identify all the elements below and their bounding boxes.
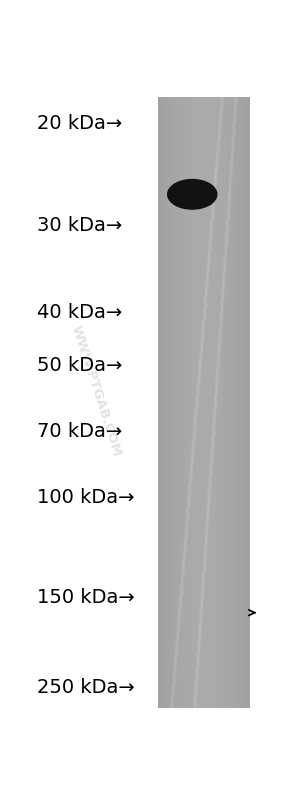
Text: 50 kDa→: 50 kDa→	[37, 356, 122, 375]
Text: 70 kDa→: 70 kDa→	[37, 422, 122, 441]
Text: 250 kDa→: 250 kDa→	[37, 678, 135, 698]
Text: 20 kDa→: 20 kDa→	[37, 114, 122, 133]
Text: 40 kDa→: 40 kDa→	[37, 303, 122, 322]
Text: 30 kDa→: 30 kDa→	[37, 216, 122, 235]
Text: 150 kDa→: 150 kDa→	[37, 588, 135, 606]
Text: WWW.PTGAB.COM: WWW.PTGAB.COM	[69, 324, 124, 459]
Text: 100 kDa→: 100 kDa→	[37, 487, 134, 507]
